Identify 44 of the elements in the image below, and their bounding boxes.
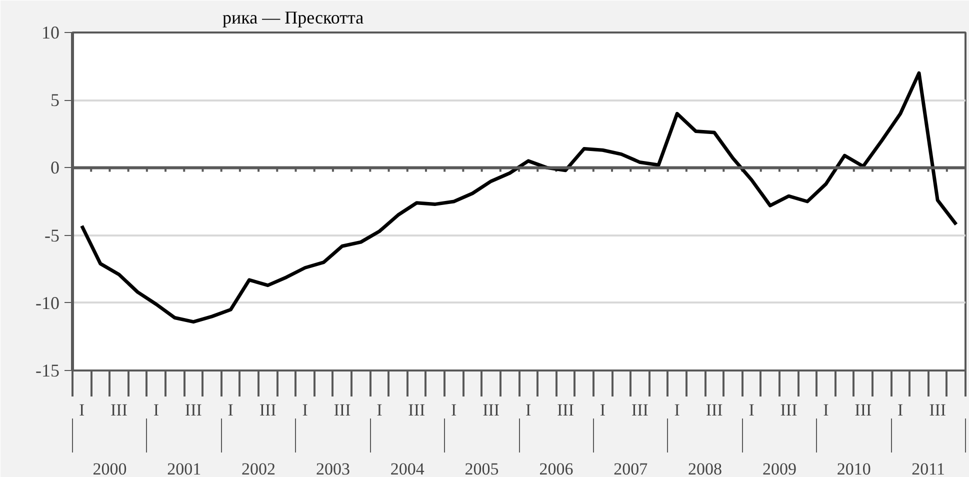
x-tick-label: III <box>631 400 649 420</box>
x-tick-label: I <box>748 400 755 420</box>
text: 2010 <box>836 460 871 477</box>
line-series <box>80 71 958 324</box>
text: 2011 <box>912 460 945 477</box>
y-tick-label: 0 <box>50 158 60 178</box>
x-tick-label: I <box>898 400 904 420</box>
x-tick-label: III <box>706 400 724 420</box>
x-tick-label: III <box>780 400 798 420</box>
x-tick-label: I <box>674 400 680 420</box>
x-tick-label: III <box>482 400 500 420</box>
y-tick-label: 5 <box>50 90 60 110</box>
x-tick-label: III <box>110 400 128 420</box>
x-tick-label: I <box>228 400 234 420</box>
text: 2004 <box>390 460 425 477</box>
x-tick-label: III <box>557 400 574 420</box>
x-tick-label: I <box>451 400 458 420</box>
text: 2003 <box>316 460 350 477</box>
text: 2005 <box>464 460 499 477</box>
text: 2001 <box>167 460 202 477</box>
x-tick-label: I <box>823 400 830 420</box>
x-tick-label: III <box>259 400 277 420</box>
x-tick-label: I <box>600 400 606 420</box>
chart-title: рика — Прескотта <box>222 8 364 28</box>
x-tick-label: I <box>376 400 383 420</box>
text: 2007 <box>614 460 648 477</box>
y-tick-label: -15 <box>36 360 60 380</box>
y-tick-label: 10 <box>42 22 60 42</box>
x-tick-label: I <box>153 400 160 420</box>
x-tick-label: III <box>184 400 202 420</box>
x-tick-label: III <box>929 400 946 420</box>
text: 2002 <box>242 460 276 477</box>
x-tick-label: I <box>525 400 532 420</box>
x-tick-label: III <box>334 400 352 420</box>
text: 2008 <box>688 460 722 477</box>
x-tick-label: III <box>408 400 426 420</box>
text: 2009 <box>762 460 796 477</box>
x-tick-label: I <box>78 400 85 420</box>
x-tick-label: III <box>854 400 872 420</box>
text: 2006 <box>539 460 574 477</box>
y-tick-label: -10 <box>36 292 60 313</box>
text: 2000 <box>92 460 127 477</box>
x-tick-label: I <box>302 400 308 420</box>
y-tick-label: -5 <box>44 225 60 246</box>
